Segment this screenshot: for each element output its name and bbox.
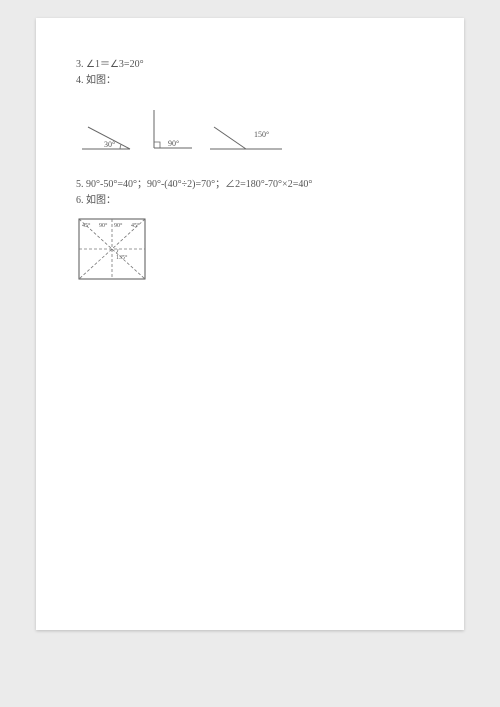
answer-5: 5. 90°-50°=40°；90°-(40°÷2)=70°；∠2=180°-7… bbox=[76, 178, 424, 192]
answer-6-label: 6. 如图： bbox=[76, 194, 424, 208]
svg-text:135°: 135° bbox=[116, 254, 128, 261]
page: 3. ∠1＝∠3=20° 4. 如图： 30° 90° 150° 5. 90°-… bbox=[36, 18, 464, 630]
svg-text:90°: 90° bbox=[99, 222, 108, 229]
angle-150-figure: 150° bbox=[206, 121, 286, 153]
figures-row-angles: 30° 90° 150° bbox=[76, 108, 424, 153]
angle-30-svg: 30° bbox=[76, 123, 136, 153]
answer-3: 3. ∠1＝∠3=20° bbox=[76, 58, 424, 72]
svg-text:90°: 90° bbox=[168, 139, 179, 148]
square-fold-figure: 45° 90° 90° 45° 135° bbox=[76, 216, 424, 282]
svg-text:45°: 45° bbox=[131, 222, 140, 229]
angle-30-figure: 30° bbox=[76, 123, 136, 153]
svg-text:45°: 45° bbox=[82, 222, 91, 229]
square-fold-svg: 45° 90° 90° 45° 135° bbox=[76, 216, 148, 282]
svg-text:30°: 30° bbox=[104, 140, 115, 149]
svg-text:90°: 90° bbox=[114, 222, 123, 229]
angle-90-svg: 90° bbox=[146, 108, 196, 153]
svg-text:150°: 150° bbox=[254, 130, 269, 139]
angle-90-figure: 90° bbox=[146, 108, 196, 153]
angle-150-svg: 150° bbox=[206, 121, 286, 153]
answer-4-label: 4. 如图： bbox=[76, 74, 424, 88]
